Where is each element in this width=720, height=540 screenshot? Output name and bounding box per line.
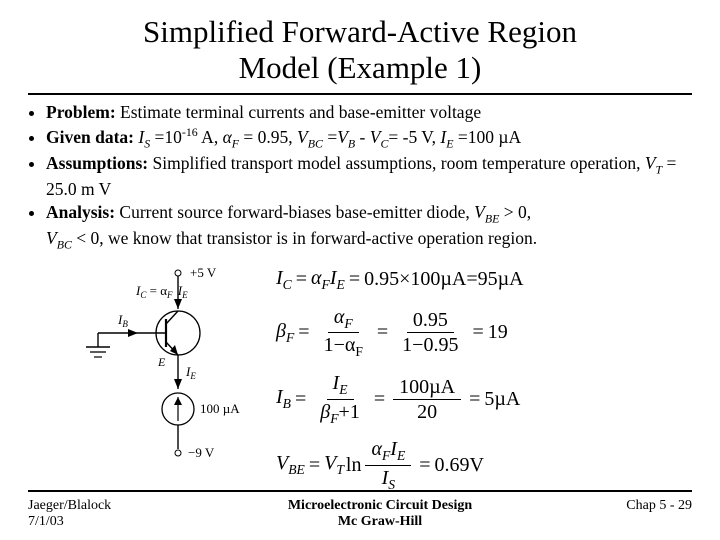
e-label: E xyxy=(157,355,166,369)
assump-text: Simplified transport model assumptions, … xyxy=(148,153,645,173)
beta-result: 19 xyxy=(488,321,508,344)
is-unit: A, xyxy=(198,127,223,147)
footer-mid: Microelectronic Circuit Design Mc Graw-H… xyxy=(188,498,572,530)
alphaF-val: 0.95 xyxy=(258,127,289,147)
is-exp: -16 xyxy=(182,125,198,139)
ib-label: IB xyxy=(117,312,128,329)
footer-authors: Jaeger/Blalock xyxy=(28,498,111,513)
footer-right: Chap 5 - 29 xyxy=(572,498,692,514)
vtop-label: +5 V xyxy=(190,265,217,280)
equations-column: IC = αF IE = 0.95×100µA=95µA βF = αF 1−α… xyxy=(276,261,692,506)
is-val: 10 xyxy=(164,127,182,147)
bullet-label: Given data: xyxy=(46,127,134,147)
ic-label: IC = αF IE xyxy=(135,283,188,301)
bullet-given: Given data: IS =10-16 A, αF = 0.95, VBC … xyxy=(46,125,692,152)
bullet-list: Problem: Estimate terminal currents and … xyxy=(28,101,692,253)
footer: Jaeger/Blalock 7/1/03 Microelectronic Ci… xyxy=(28,498,692,530)
analysis-text-a: Current source forward-biases base-emitt… xyxy=(115,202,474,222)
vt-val: 25.0 m V xyxy=(46,179,111,199)
title-line-2: Model (Example 1) xyxy=(239,50,482,85)
ie-unit: µA xyxy=(498,127,521,147)
bullet-label: Problem: xyxy=(46,102,116,122)
bottom-rule xyxy=(28,490,692,492)
ie-label: IE xyxy=(185,364,196,381)
vbot-label: −9 V xyxy=(188,445,215,460)
isource-label: 100 µA xyxy=(200,401,240,416)
eq-vbe: VBE = VT ln αFIE IS = 0.69V xyxy=(276,439,692,491)
footer-publisher: Mc Graw-Hill xyxy=(338,514,422,529)
bullet-text: Estimate terminal currents and base-emit… xyxy=(116,102,481,122)
bullet-label: Analysis: xyxy=(46,202,115,222)
analysis-text-b: < 0, we know that transistor is in forwa… xyxy=(72,228,537,248)
vbc-minus: - xyxy=(355,127,370,147)
bullet-assumptions: Assumptions: Simplified transport model … xyxy=(46,152,692,200)
eq-ic: IC = αF IE = 0.95×100µA=95µA xyxy=(276,267,692,293)
eq-ib: IB = IE βF+1 = 100µA 20 = 5µA xyxy=(276,373,692,425)
vbe-result: 0.69V xyxy=(435,454,484,477)
bullet-problem: Problem: Estimate terminal currents and … xyxy=(46,101,692,123)
ib-result: 5µA xyxy=(484,388,520,411)
circuit-column: +5 V IC = αF IE IB xyxy=(28,261,258,506)
footer-book: Microelectronic Circuit Design xyxy=(288,498,472,513)
title-line-1: Simplified Forward-Active Region xyxy=(143,14,577,49)
ie-arrow xyxy=(174,379,182,389)
circuit-diagram: +5 V IC = αF IE IB xyxy=(28,261,258,471)
footer-date: 7/1/03 xyxy=(28,514,64,529)
vbc-val: -5 V xyxy=(403,127,432,147)
content-row: +5 V IC = αF IE IB xyxy=(28,261,692,506)
footer-page: Chap 5 - 29 xyxy=(626,498,692,513)
ie-val: 100 xyxy=(468,127,499,147)
footer-left: Jaeger/Blalock 7/1/03 xyxy=(28,498,188,530)
bullet-analysis: Analysis: Current source forward-biases … xyxy=(46,201,692,252)
ic-result: 0.95×100µA=95µA xyxy=(364,268,524,291)
given-text: IS =10-16 A, αF = 0.95, VBC =VB - VC= -5… xyxy=(138,127,521,147)
eq-beta: βF = αF 1−αF = 0.95 1−0.95 = 19 xyxy=(276,307,692,359)
ib-arrow xyxy=(128,329,138,337)
page-title: Simplified Forward-Active Region Model (… xyxy=(28,14,692,85)
bullet-label: Assumptions: xyxy=(46,153,148,173)
top-rule xyxy=(28,93,692,95)
